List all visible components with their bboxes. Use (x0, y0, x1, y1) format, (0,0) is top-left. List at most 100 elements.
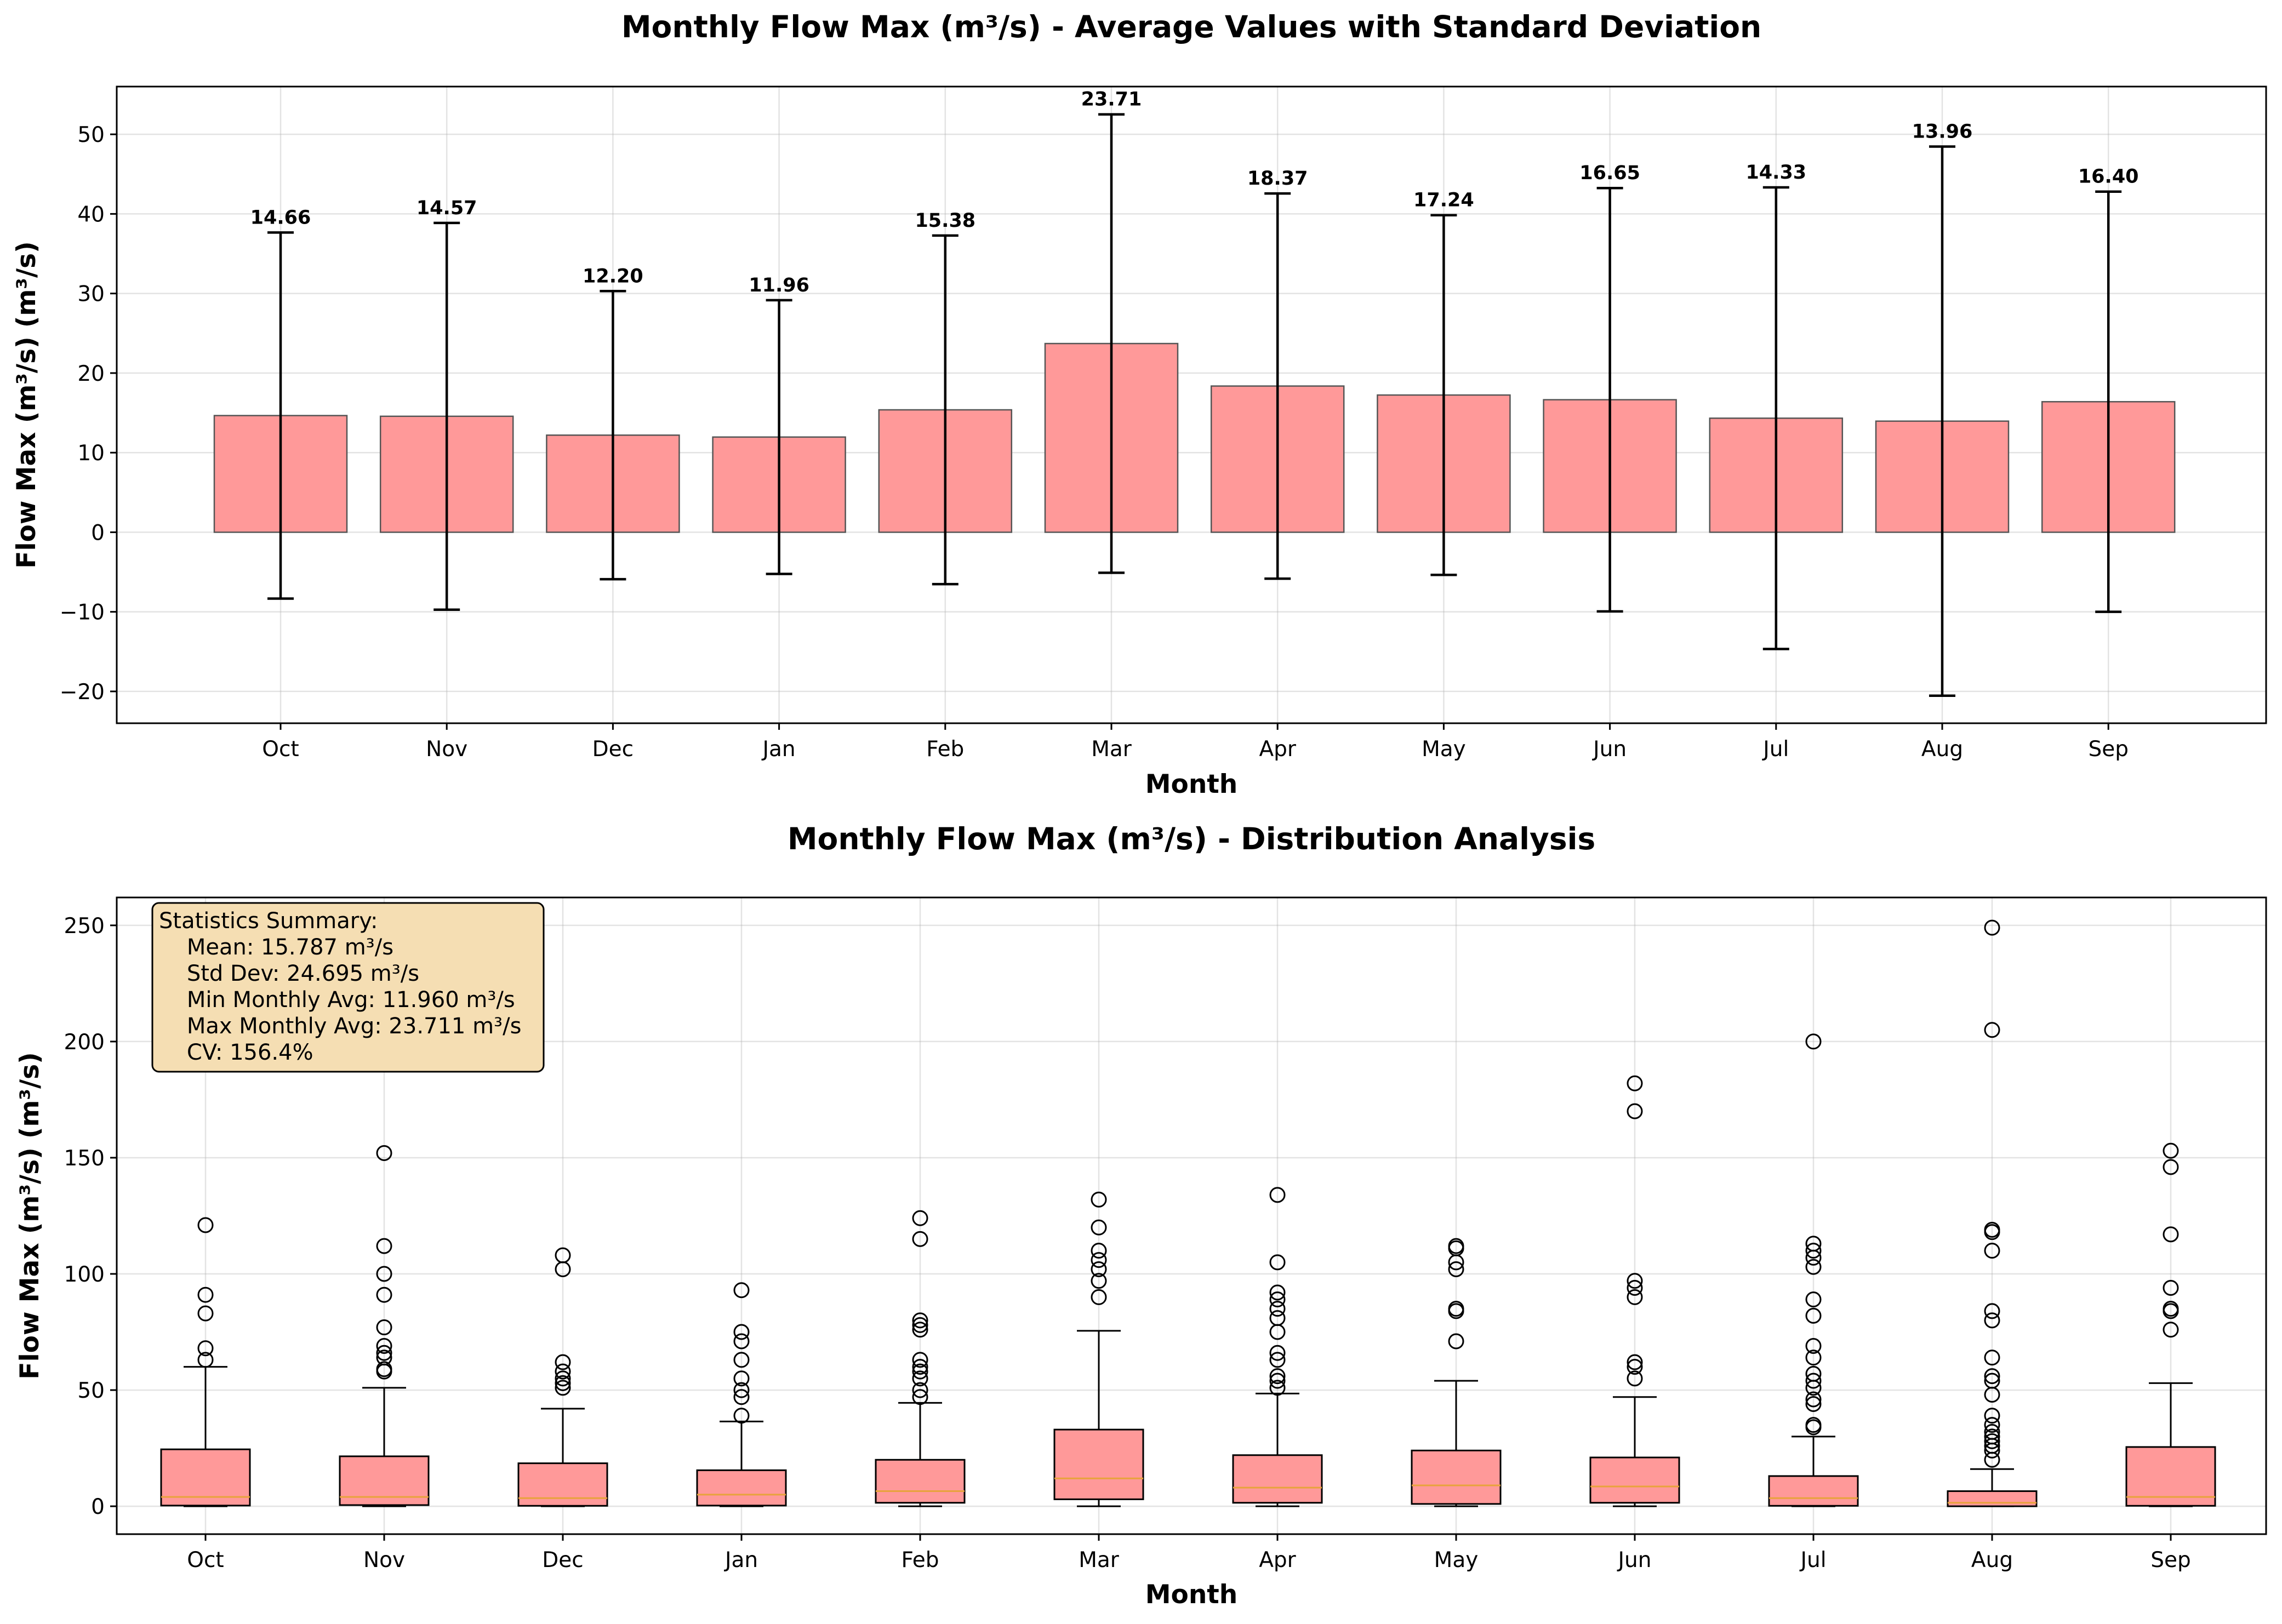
box-outlier (555, 1380, 571, 1396)
box-outlier (1984, 1243, 2000, 1259)
bottom-y-tick-label: 50 (77, 1379, 105, 1403)
box-outlier (555, 1370, 571, 1387)
box-outlier (1627, 1370, 1643, 1387)
top-chart-title: Monthly Flow Max (m³/s) - Average Values… (621, 9, 1761, 44)
box-outlier (2163, 1226, 2179, 1243)
box-outlier (1448, 1238, 1464, 1254)
box-outlier (912, 1317, 928, 1333)
top-y-tick-label: −10 (60, 601, 105, 625)
top-x-tick-label: Dec (592, 737, 634, 762)
box-outlier (1627, 1273, 1643, 1289)
statistics-summary-background (151, 902, 545, 1073)
top-x-tick-label: Sep (2088, 737, 2129, 762)
box-outlier (376, 1266, 392, 1282)
box-iqr (1232, 1454, 1323, 1504)
box-outlier (733, 1408, 750, 1424)
box-outlier (1984, 1303, 2000, 1319)
box-outlier (1269, 1310, 1286, 1326)
bar-value-label: 11.96 (749, 275, 809, 296)
box-outlier (1269, 1187, 1286, 1203)
top-x-tick-label: Jan (761, 737, 796, 762)
box-outlier (1984, 1373, 2000, 1389)
box-outlier (733, 1389, 750, 1405)
bottom-x-tick-label: Nov (363, 1548, 405, 1572)
box-outlier (912, 1382, 928, 1398)
bar-value-label: 16.65 (1579, 162, 1640, 184)
box-outlier (2163, 1301, 2179, 1317)
top-plot-frame (116, 85, 2267, 724)
bottom-y-tick-label: 200 (64, 1030, 105, 1055)
box-outlier (733, 1382, 750, 1398)
top-grid (117, 87, 2266, 723)
bar-value-label: 14.57 (417, 197, 477, 219)
box-outlier (197, 1305, 214, 1322)
bottom-boxes (160, 919, 2216, 1507)
bottom-x-tick-label: Aug (1971, 1548, 2013, 1572)
box-outlier (1269, 1380, 1286, 1396)
bar-value-label: 17.24 (1413, 190, 1474, 211)
box-outlier (555, 1354, 571, 1370)
box-outlier (1269, 1368, 1286, 1385)
box-outlier (1984, 1433, 2000, 1449)
box-outlier (1448, 1333, 1464, 1349)
box-outlier (197, 1286, 214, 1303)
bottom-plot-frame (116, 896, 2267, 1535)
bottom-x-tick-label: Feb (901, 1548, 939, 1572)
box-outlier (555, 1375, 571, 1391)
box-outlier (1627, 1359, 1643, 1375)
box-outlier (1984, 919, 2000, 936)
box-outlier (1091, 1289, 1107, 1305)
box-outlier (1269, 1301, 1286, 1317)
top-x-tick-label: Mar (1091, 737, 1132, 762)
top-x-tick-label: Nov (426, 737, 467, 762)
box-outlier (376, 1345, 392, 1361)
box-outlier (912, 1322, 928, 1338)
box-group (1053, 1191, 1144, 1507)
box-outlier (376, 1319, 392, 1336)
box-group (1232, 1187, 1323, 1507)
top-x-tick-label: Feb (926, 737, 964, 762)
box-outlier (912, 1352, 928, 1368)
box-outlier (1984, 1022, 2000, 1038)
box-outlier (1448, 1261, 1464, 1278)
box-iqr (1053, 1428, 1144, 1500)
box-group (517, 1247, 608, 1507)
box-iqr (1589, 1456, 1680, 1504)
box-outlier (376, 1238, 392, 1254)
top-x-tick-label: Jul (1761, 737, 1789, 762)
box-outlier (912, 1210, 928, 1226)
box-outlier (1269, 1345, 1286, 1361)
box-outlier (912, 1231, 928, 1247)
top-x-axis-label: Month (1145, 769, 1237, 799)
box-outlier (1984, 1423, 2000, 1440)
box-outlier (1269, 1291, 1286, 1308)
box-outlier (1627, 1279, 1643, 1296)
box-outlier (1627, 1289, 1643, 1305)
box-outlier (2163, 1279, 2179, 1296)
box-group (160, 1217, 251, 1507)
box-outlier (1805, 1291, 1822, 1308)
box-outlier (1805, 1337, 1822, 1354)
box-outlier (733, 1333, 750, 1349)
bar-value-label: 13.96 (1912, 121, 1973, 143)
box-outlier (1984, 1408, 2000, 1424)
box-outlier (1627, 1354, 1643, 1370)
box-group (1589, 1075, 1680, 1507)
bottom-x-tick-label: Jun (1617, 1548, 1652, 1572)
box-group (339, 1145, 430, 1507)
box-outlier (1091, 1261, 1107, 1278)
statistics-summary-line: Mean: 15.787 m³/s (159, 935, 393, 960)
box-outlier (733, 1352, 750, 1368)
statistics-summary-line: Statistics Summary: (159, 908, 378, 934)
box-outlier (1805, 1391, 1822, 1408)
box-outlier (1269, 1254, 1286, 1271)
box-iqr (1768, 1475, 1859, 1507)
bottom-x-tick-label: Apr (1259, 1548, 1296, 1572)
box-outlier (1984, 1368, 2000, 1385)
bottom-y-tick-label: 250 (64, 914, 105, 939)
top-x-tick-label: Jun (1591, 737, 1627, 762)
box-outlier (912, 1359, 928, 1375)
box-outlier (1448, 1301, 1464, 1317)
box-outlier (1805, 1365, 1822, 1382)
